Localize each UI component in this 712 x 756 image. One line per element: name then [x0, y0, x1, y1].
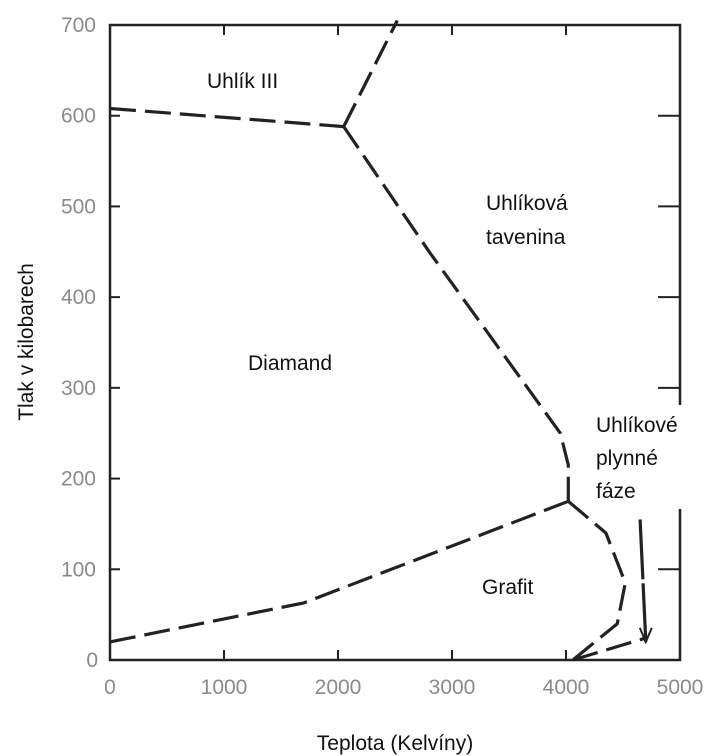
- region-label-diamond: Diamand: [248, 352, 332, 375]
- y-tick-label: 500: [61, 195, 96, 218]
- phase-boundary-line: [638, 519, 648, 642]
- y-tick-label: 700: [61, 14, 96, 37]
- phase-boundary-line: [567, 500, 627, 662]
- phase-boundary-line: [342, 125, 570, 502]
- phase-boundary-line: [109, 499, 569, 644]
- phase-boundary-line: [109, 106, 344, 129]
- y-tick-label: 300: [61, 377, 96, 400]
- x-tick-label: 4000: [543, 676, 590, 699]
- x-tick-label: 0: [104, 676, 116, 699]
- y-axis-title: Tlak v kilobarech: [15, 263, 38, 421]
- x-tick-label: 1000: [201, 676, 248, 699]
- phase-boundary-line: [572, 635, 649, 662]
- x-tick-label: 2000: [315, 676, 362, 699]
- arrowhead: [638, 627, 653, 645]
- plot-frame: [108, 23, 682, 662]
- region-label-gas: Uhlíkové plynné fáze: [596, 414, 678, 503]
- y-tick-label: 600: [61, 105, 96, 128]
- region-label-graphite: Grafit: [482, 576, 534, 599]
- phase-boundary-line: [342, 19, 399, 128]
- region-label-gas-box: Uhlíkové plynné fáze: [584, 405, 690, 509]
- region-label-carbon-iii: Uhlík III: [207, 70, 278, 93]
- y-tick-label: 0: [86, 649, 98, 672]
- x-tick-label: 3000: [429, 676, 476, 699]
- y-tick-label: 100: [61, 558, 96, 581]
- axis-ticks: 0 1000 2000 3000 4000 5000 0 100 200 300 400 500 600…: [61, 14, 703, 699]
- y-tick-label: 200: [61, 468, 96, 491]
- y-tick-label: 400: [61, 286, 96, 309]
- phase-boundaries: [109, 19, 653, 662]
- x-tick-label: 5000: [657, 676, 704, 699]
- x-axis-title: Teplota (Kelvíny): [317, 732, 473, 755]
- region-label-carbon-melt: Uhlíková tavenina: [486, 192, 568, 249]
